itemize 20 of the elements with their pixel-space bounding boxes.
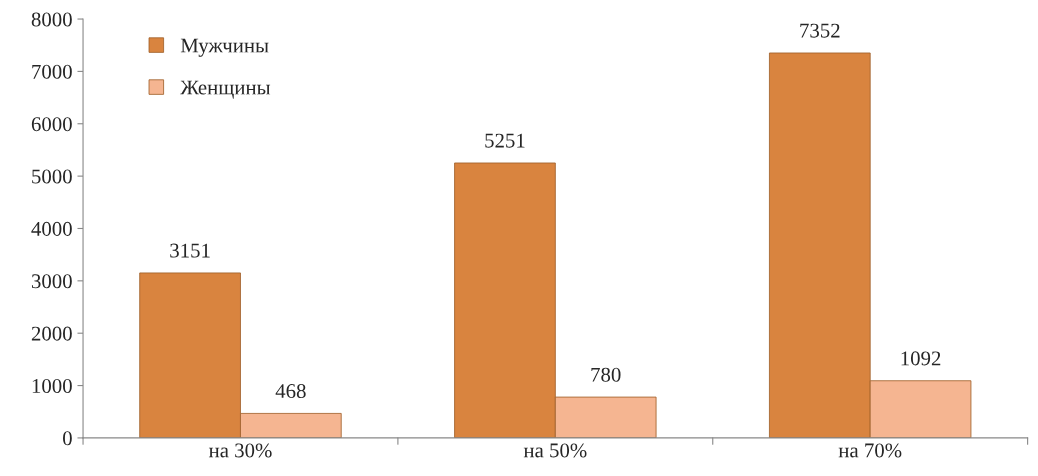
legend-label: Женщины [180, 80, 271, 99]
y-tick-label: 4000 [31, 221, 72, 236]
y-tick-label: 8000 [31, 12, 72, 27]
data-label: 5251 [485, 133, 525, 148]
y-tick-label: 7000 [32, 64, 72, 79]
x-tick-label: на 50% [523, 443, 587, 458]
legend-label: Мужчины [180, 38, 269, 57]
y-tick-label: 0 [63, 431, 72, 446]
y-tick-label: 3000 [31, 274, 72, 289]
x-tick-label: на 30% [208, 443, 272, 458]
data-label: 3151 [170, 243, 210, 258]
data-label: 780 [591, 367, 621, 382]
data-label: 468 [275, 384, 306, 399]
y-tick-label: 6000 [31, 117, 72, 132]
x-tick-label: на 70% [838, 443, 902, 458]
y-tick-label: 5000 [32, 169, 72, 184]
data-label: 1092 [901, 351, 941, 366]
data-label: 7352 [800, 23, 840, 38]
y-tick-label: 1000 [32, 378, 72, 393]
y-tick-label: 2000 [31, 326, 72, 341]
